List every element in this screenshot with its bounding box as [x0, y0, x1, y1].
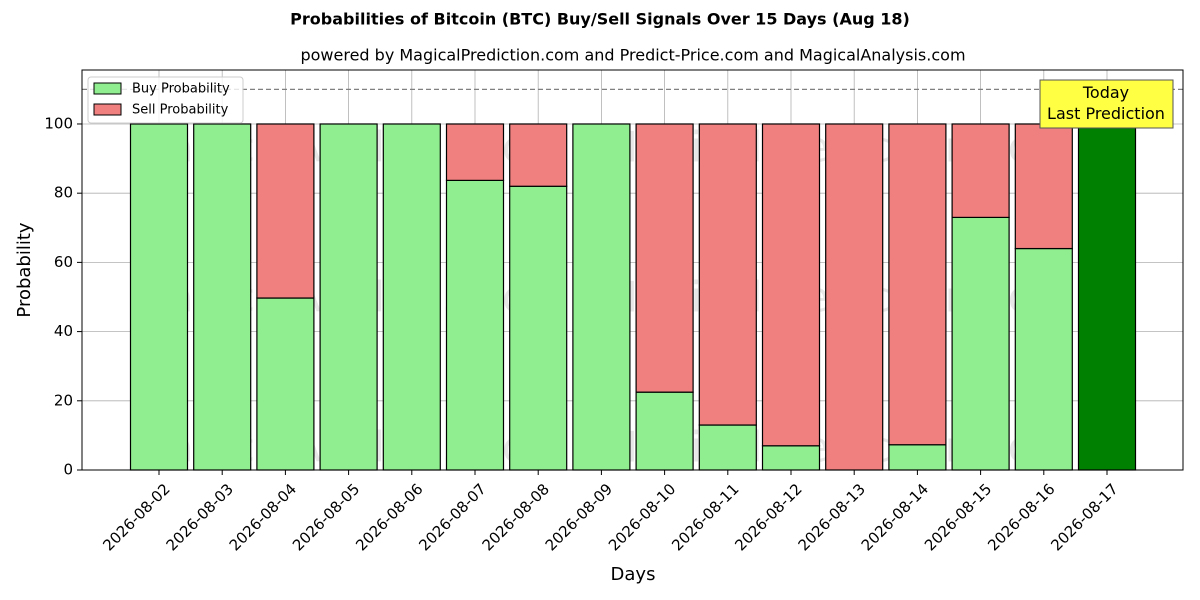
bar-segment [1014, 247, 1073, 471]
bar-segment [888, 123, 947, 446]
bar-segment [761, 445, 821, 471]
legend-label: Sell Probability [132, 103, 229, 118]
x-tick-label: 2026-08-05 [289, 480, 363, 554]
x-tick-label: 2026-08-11 [668, 480, 742, 554]
x-tick-label: 2026-08-04 [226, 480, 300, 554]
bar-segment [129, 123, 189, 471]
x-tick-label: 2026-08-08 [479, 480, 553, 554]
bar-segment [509, 185, 568, 471]
x-tick-label: 2026-08-03 [163, 480, 237, 554]
bar-segment [951, 123, 1010, 219]
bar-segment [635, 123, 694, 393]
bar-segment [256, 297, 315, 471]
bar-segment [635, 391, 694, 471]
legend: Buy Probability Sell Probability [87, 76, 244, 124]
x-tick-label: 2026-08-07 [415, 480, 489, 554]
bar-segment [382, 123, 441, 471]
x-tick-label: 2026-08-14 [858, 480, 932, 554]
y-tick-label: 100 [44, 114, 73, 132]
annotation-box [1039, 79, 1174, 129]
bar-segment [698, 424, 757, 471]
bar-segment [1077, 123, 1137, 471]
x-tick-label: 2026-08-17 [1047, 480, 1121, 554]
x-tick-label: 2026-08-10 [605, 480, 679, 554]
plot-frame [81, 69, 1184, 471]
bar-segment [888, 444, 947, 471]
x-tick-label: 2026-08-16 [984, 480, 1058, 554]
x-tick-label: 2026-08-12 [731, 480, 805, 554]
y-axis-label: Probability [14, 222, 35, 317]
annotation: Today Last Prediction [1047, 83, 1165, 123]
legend-swatch [93, 103, 122, 116]
bar-segment [698, 123, 757, 426]
y-tick-label: 20 [54, 391, 73, 409]
x-tick-label: 2026-08-09 [542, 480, 616, 554]
bar-segment [445, 123, 505, 181]
legend-box [87, 76, 244, 124]
legend-label: Buy Probability [132, 82, 230, 97]
bar-segment [509, 123, 568, 187]
x-tick-label: 2026-08-06 [352, 480, 426, 554]
bar-segment [193, 123, 252, 471]
bar-segment [951, 216, 1010, 471]
bar-segment [445, 179, 505, 471]
chart-subtitle: powered by MagicalPrediction.com and Pre… [300, 46, 965, 65]
x-axis-label: Days [611, 564, 656, 585]
bar-segment [825, 123, 884, 471]
bar-segment [572, 123, 631, 471]
bar-segment [256, 123, 315, 299]
bar-segment [761, 123, 821, 447]
y-tick-label: 80 [54, 184, 73, 202]
x-tick-label: 2026-08-13 [795, 480, 869, 554]
legend-swatch [93, 82, 122, 95]
chart-title: Probabilities of Bitcoin (BTC) Buy/Sell … [290, 10, 910, 29]
y-tick-label: 0 [63, 461, 73, 479]
bar-segment [319, 123, 378, 471]
bar-segment [1014, 123, 1073, 250]
x-tick-label: 2026-08-15 [921, 480, 995, 554]
y-tick-label: 60 [54, 253, 73, 271]
x-tick-label: 2026-08-02 [99, 480, 173, 554]
y-tick-label: 40 [54, 322, 73, 340]
